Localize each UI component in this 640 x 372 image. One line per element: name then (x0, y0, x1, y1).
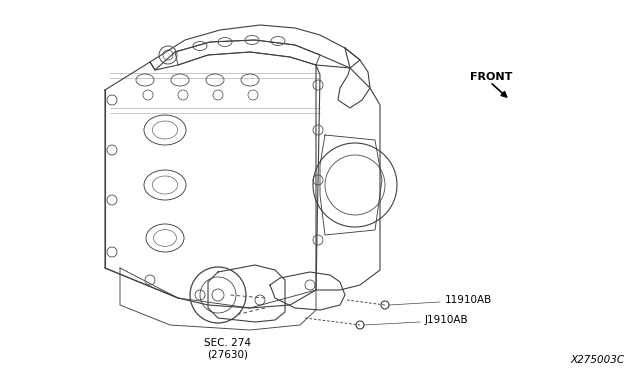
Text: 11910AB: 11910AB (445, 295, 492, 305)
Text: X275003C: X275003C (571, 355, 625, 365)
Text: FRONT: FRONT (470, 72, 513, 82)
Text: J1910AB: J1910AB (425, 315, 468, 325)
Text: SEC. 274
(27630): SEC. 274 (27630) (205, 338, 252, 360)
